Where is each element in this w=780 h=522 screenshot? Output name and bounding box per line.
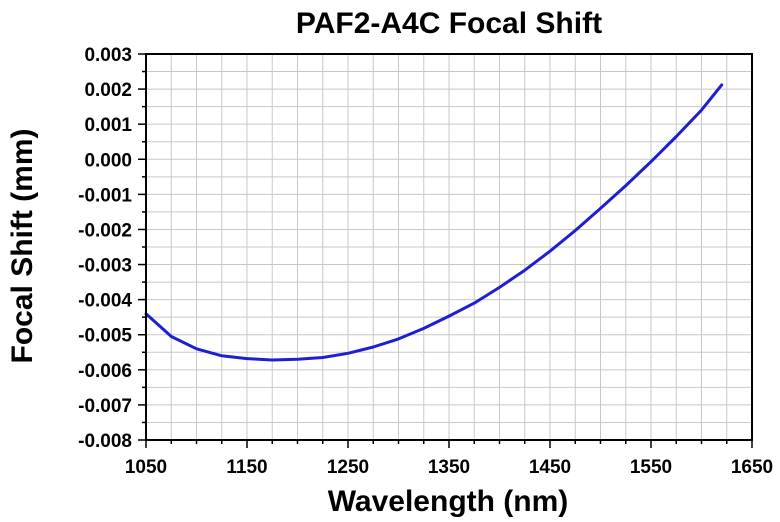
focal-shift-series-line (144, 83, 724, 362)
y-tick-label: -0.007 (78, 396, 132, 417)
y-tick-label: 0.002 (84, 80, 132, 101)
y-tick-label: 0.003 (84, 45, 132, 66)
chart-title: PAF2-A4C Focal Shift (296, 7, 602, 40)
y-tick-label: -0.002 (78, 220, 132, 241)
y-tick-label: 0.001 (84, 115, 132, 136)
y-tick-label: -0.005 (78, 326, 132, 347)
x-tick-label: 1450 (529, 457, 571, 478)
x-tick-label: 1150 (226, 457, 267, 478)
series-layer (144, 83, 724, 362)
y-tick-label: -0.008 (78, 431, 132, 452)
x-tick-label: 1250 (327, 457, 369, 478)
x-tick-label: 1550 (630, 457, 672, 478)
x-tick-label: 1350 (428, 457, 470, 478)
plot-frame (145, 53, 753, 441)
y-axis-label: Focal Shift (mm) (6, 128, 39, 363)
y-tick-label: -0.006 (78, 361, 132, 382)
grid-lines (146, 54, 752, 440)
x-tick-label: 1650 (731, 457, 773, 478)
y-tick-label: 0.000 (84, 150, 132, 171)
tick-labels: 1050 1150 1250 1350 1450 1550 1650 0.003 0.002 0.… (78, 45, 773, 478)
y-tick-label: -0.003 (78, 256, 132, 277)
y-tick-label: -0.004 (78, 291, 132, 312)
x-axis-label: Wavelength (nm) (328, 485, 569, 518)
axis-ticks (138, 53, 753, 448)
x-tick-label: 1050 (125, 457, 167, 478)
y-tick-label: -0.001 (78, 185, 132, 206)
